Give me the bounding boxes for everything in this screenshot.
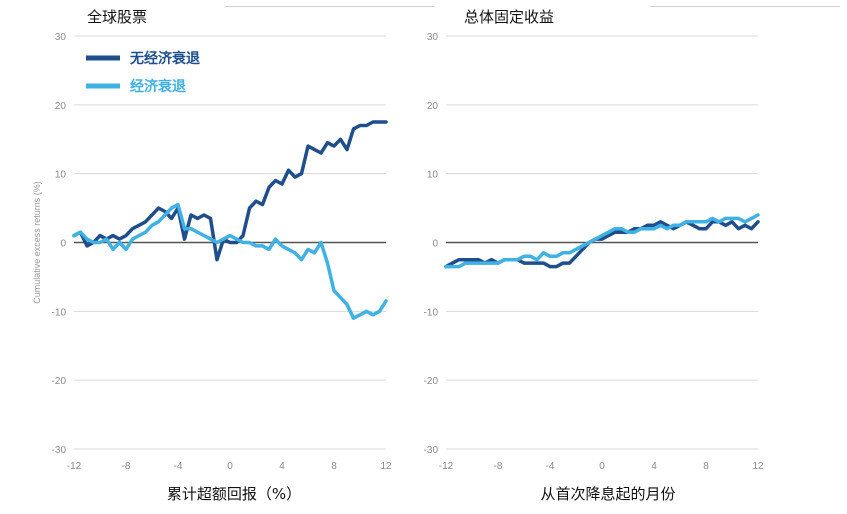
right-ytick-label: -30 bbox=[424, 445, 439, 456]
left-xtick-label: 12 bbox=[380, 461, 392, 472]
right-xtick-label: 8 bbox=[703, 461, 709, 472]
left-ytick-label: -20 bbox=[52, 376, 67, 387]
right-xtick-label: 12 bbox=[752, 461, 764, 472]
left-panel-title: 全球股票 bbox=[87, 8, 148, 26]
right-panel-title: 总体固定收益 bbox=[464, 8, 555, 26]
right-xtick-label: 4 bbox=[651, 461, 657, 472]
y-axis-label: Cumulative excess returns (%) bbox=[32, 181, 42, 304]
right-series-no-recession bbox=[444, 220, 760, 269]
top-rule-right bbox=[650, 6, 840, 7]
right-xtick-label: -12 bbox=[439, 461, 454, 472]
right-ytick-label: -20 bbox=[424, 376, 439, 387]
left-xtick-label: -12 bbox=[67, 461, 82, 472]
x-axis-label-left: 累计超额回报（%） bbox=[166, 485, 302, 503]
right-xtick-label: -4 bbox=[546, 461, 555, 472]
left-xtick-label: -4 bbox=[174, 461, 183, 472]
right-xtick-label: 0 bbox=[599, 461, 605, 472]
left-xtick-label: -8 bbox=[122, 461, 131, 472]
x-axis-label-right: 从首次降息起的月份 bbox=[540, 485, 676, 503]
top-rule-left bbox=[225, 6, 435, 7]
left-ytick-label: -30 bbox=[52, 445, 67, 456]
left-series-no-recession bbox=[72, 120, 388, 262]
left-series-recession bbox=[72, 202, 388, 320]
left-ytick-label: -10 bbox=[52, 307, 67, 318]
left-xtick-label: 0 bbox=[227, 461, 233, 472]
left-ytick-label: 30 bbox=[55, 32, 67, 43]
right-ytick-label: -10 bbox=[424, 307, 439, 318]
left-ytick-label: 0 bbox=[60, 239, 66, 250]
right-ytick-label: 30 bbox=[427, 32, 439, 43]
right-ytick-label: 0 bbox=[432, 239, 438, 250]
right-ytick-label: 10 bbox=[427, 170, 439, 181]
legend-label-recession: 经济衰退 bbox=[130, 78, 186, 95]
right-xtick-label: -8 bbox=[494, 461, 503, 472]
left-xtick-label: 4 bbox=[279, 461, 285, 472]
legend-label-no-recession: 无经济衰退 bbox=[129, 50, 200, 67]
right-ytick-label: 20 bbox=[427, 101, 439, 112]
left-ytick-label: 20 bbox=[55, 101, 67, 112]
left-ytick-label: 10 bbox=[55, 170, 67, 181]
right-series-recession bbox=[444, 213, 760, 269]
left-xtick-label: 8 bbox=[331, 461, 337, 472]
